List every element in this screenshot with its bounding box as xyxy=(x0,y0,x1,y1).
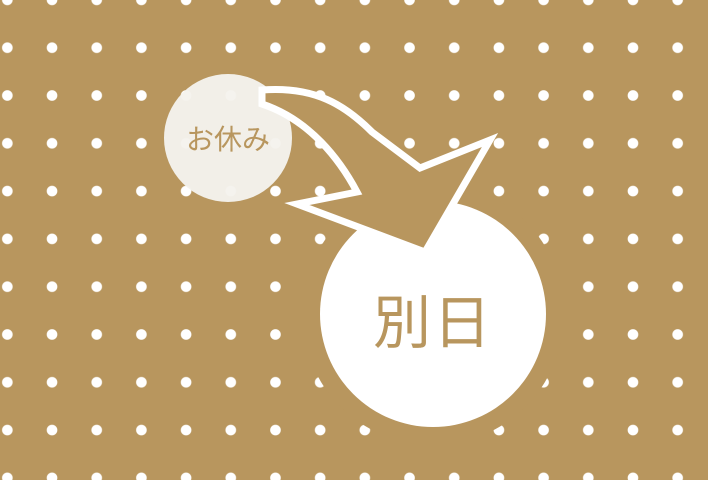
to-label: 別日 xyxy=(372,289,493,357)
from-label: お休み xyxy=(185,123,270,156)
